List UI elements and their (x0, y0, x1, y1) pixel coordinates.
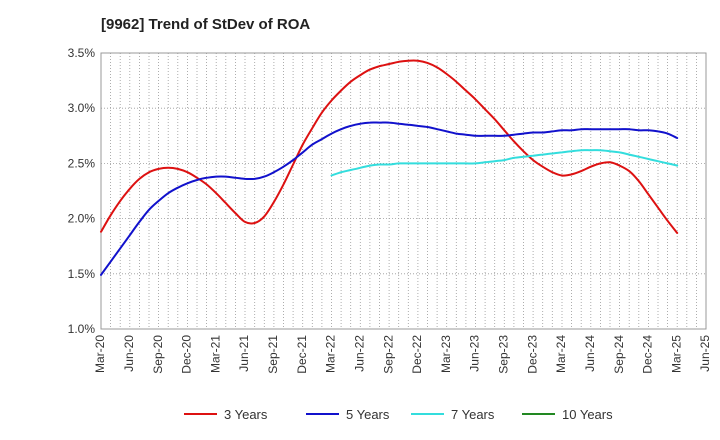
series-line-7-years (330, 149, 679, 177)
plot-background (101, 53, 706, 329)
x-tick-label: Mar-23 (439, 335, 453, 373)
x-tick-label: Dec-20 (180, 335, 194, 374)
x-tick-label: Jun-24 (583, 335, 597, 372)
legend-label-5-years: 5 Years (346, 407, 390, 422)
x-tick-label: Sep-22 (381, 335, 395, 374)
series-lines (100, 59, 679, 276)
y-tick-label: 1.0% (68, 322, 96, 336)
x-tick-label: Jun-20 (122, 335, 136, 372)
x-tick-label: Mar-21 (208, 335, 222, 373)
legend: 3 Years 5 Years 7 Years 10 Years (184, 407, 613, 422)
x-tick-label: Mar-24 (554, 335, 568, 373)
x-tick-label: Sep-23 (496, 335, 510, 374)
legend-label-3-years: 3 Years (224, 407, 268, 422)
x-tick-label: Sep-20 (151, 335, 165, 374)
series-line-3-years (100, 59, 679, 234)
x-tick-label: Jun-22 (352, 335, 366, 372)
legend-label-7-years: 7 Years (451, 407, 495, 422)
x-tick-label: Sep-24 (612, 335, 626, 374)
x-tick-label: Sep-21 (266, 335, 280, 374)
series-line-5-years (100, 121, 679, 276)
y-tick-label: 2.0% (68, 212, 96, 226)
y-tick-label: 2.5% (68, 156, 96, 170)
y-tick-label: 3.0% (68, 101, 96, 115)
x-tick-label: Dec-24 (641, 335, 655, 374)
y-tick-label: 1.5% (68, 267, 96, 281)
y-tick-label: 3.5% (68, 46, 96, 60)
x-tick-label: Dec-21 (295, 335, 309, 374)
plot-frame (100, 52, 707, 330)
x-tick-label: Mar-25 (669, 335, 683, 373)
x-tick-label: Dec-23 (525, 335, 539, 374)
x-tick-label: Mar-22 (324, 335, 338, 373)
legend-label-10-years: 10 Years (562, 407, 613, 422)
grid (100, 52, 707, 330)
axes: 1.0% 1.5% 2.0% 2.5% 3.0% 3.5% Mar-20 Jun-20 Sep-… (68, 46, 713, 374)
x-tick-label: Jun-23 (468, 335, 482, 372)
x-tick-label: Dec-22 (410, 335, 424, 374)
chart-title: [9962] Trend of StDev of ROA (101, 16, 311, 33)
x-tick-label: Mar-20 (93, 335, 107, 373)
x-tick-label: Jun-25 (698, 335, 712, 372)
x-tick-label: Jun-21 (237, 335, 251, 372)
